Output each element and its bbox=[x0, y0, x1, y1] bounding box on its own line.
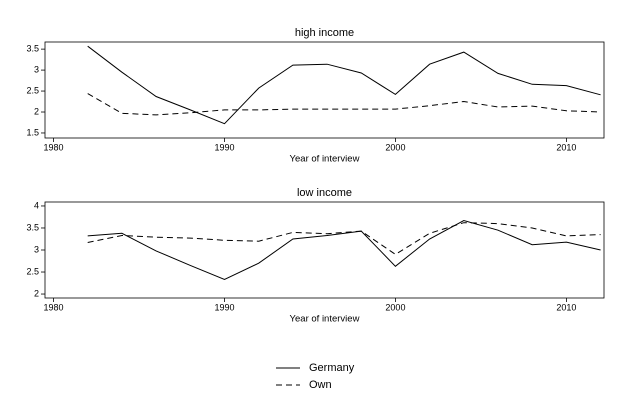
x-tick-label: 1990 bbox=[214, 302, 234, 312]
x-tick-label: 1980 bbox=[44, 302, 64, 312]
legend-label: Own bbox=[309, 379, 332, 391]
x-tick-label: 1980 bbox=[44, 142, 64, 152]
y-tick-label: 3 bbox=[34, 64, 39, 74]
plot-frame bbox=[44, 41, 605, 139]
x-tick-label: 2000 bbox=[385, 142, 405, 152]
data-line bbox=[87, 222, 601, 255]
chart-title: high income bbox=[295, 27, 354, 39]
data-line bbox=[87, 93, 601, 116]
y-tick-label: 3.5 bbox=[26, 222, 39, 232]
y-tick-label: 3 bbox=[34, 244, 39, 254]
data-line bbox=[87, 219, 601, 281]
x-axis-label: Year of interview bbox=[290, 154, 360, 165]
plot-frame bbox=[44, 201, 605, 299]
data-line bbox=[87, 45, 601, 125]
y-tick-label: 1.5 bbox=[26, 127, 39, 137]
x-tick-label: 2010 bbox=[556, 142, 576, 152]
x-tick-label: 1990 bbox=[214, 142, 234, 152]
x-axis-label: Year of interview bbox=[290, 314, 360, 325]
y-tick-label: 2.5 bbox=[26, 266, 39, 276]
y-tick-label: 3.5 bbox=[26, 44, 39, 54]
y-tick-label: 2.5 bbox=[26, 85, 39, 95]
y-tick-label: 2 bbox=[34, 106, 39, 116]
y-tick-label: 4 bbox=[34, 200, 39, 210]
chart-title: low income bbox=[297, 187, 352, 199]
x-tick-label: 2010 bbox=[556, 302, 576, 312]
x-tick-label: 2000 bbox=[385, 302, 405, 312]
legend-label: Germany bbox=[309, 362, 355, 374]
y-tick-label: 2 bbox=[34, 288, 39, 298]
